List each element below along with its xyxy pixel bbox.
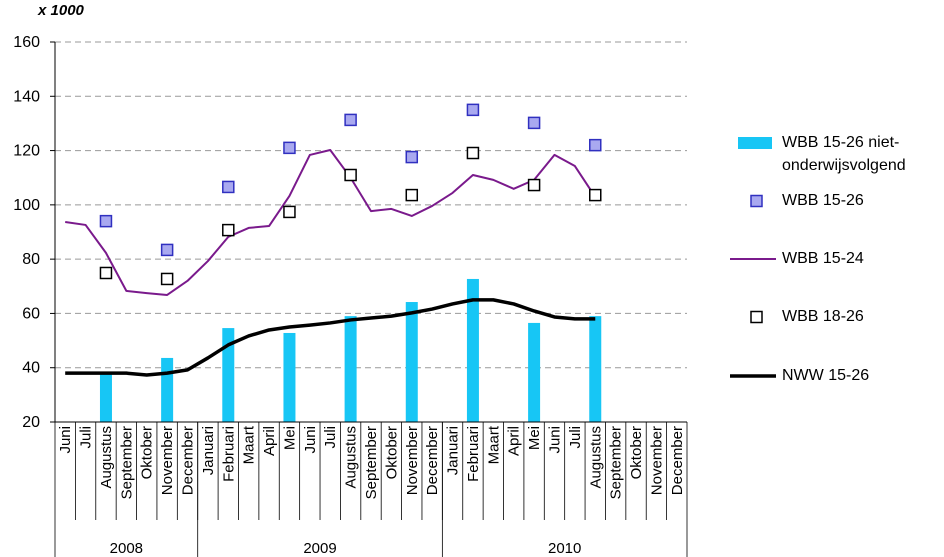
legend-label: WBB 15-26 niet-onderwijsvolgend	[782, 134, 906, 174]
x-group-label: 2009	[303, 540, 336, 557]
marker	[283, 205, 296, 219]
line	[65, 298, 596, 377]
bar	[405, 302, 418, 422]
x-tick-label: Juni	[302, 426, 319, 454]
bar	[589, 316, 602, 422]
y-tick-label: 140	[13, 88, 40, 105]
marker	[527, 178, 541, 192]
x-tick-label: Juli	[567, 426, 584, 449]
x-tick-label: Januari	[445, 426, 462, 475]
legend-swatch	[750, 310, 763, 324]
x-tick-label: November	[404, 426, 421, 495]
marker	[344, 113, 357, 127]
x-tick-label: September	[118, 426, 135, 499]
y-tick-label: 120	[13, 143, 40, 160]
x-tick-label: Augustus	[343, 426, 360, 489]
bar	[466, 278, 479, 422]
marker	[405, 188, 419, 202]
x-tick-label: November	[159, 426, 176, 495]
x-tick-label: September	[363, 426, 380, 499]
marker	[527, 116, 541, 130]
x-tick-label: Mei	[281, 426, 298, 450]
x-tick-label: April	[506, 426, 523, 456]
legend-label: WBB 15-24	[782, 250, 864, 267]
marker	[466, 146, 480, 160]
legend-swatch	[738, 137, 772, 149]
x-tick-label: December	[180, 426, 197, 495]
legend-swatch	[750, 194, 763, 208]
marker	[160, 243, 174, 257]
x-tick-label: September	[608, 426, 625, 499]
marker	[99, 266, 113, 280]
chart-title: x 1000	[37, 2, 85, 19]
x-group-label: 2008	[110, 540, 143, 557]
x-tick-label: Oktober	[628, 426, 645, 479]
legend-label: NWW 15-26	[782, 367, 870, 384]
x-tick-label: Januari	[200, 426, 217, 475]
bar	[161, 357, 174, 422]
x-tick-label: December	[669, 426, 686, 495]
bar	[283, 332, 296, 422]
x-tick-label: Juli	[322, 426, 339, 449]
x-tick-label: Februari	[465, 426, 482, 482]
x-tick-label: Augustus	[587, 426, 604, 489]
bar	[222, 328, 235, 422]
legend-label: WBB 18-26	[782, 308, 864, 325]
bar	[528, 322, 541, 422]
y-tick-label: 160	[13, 34, 40, 51]
marker	[466, 103, 480, 117]
x-tick-label: Mei	[526, 426, 543, 450]
y-tick-label: 60	[22, 305, 40, 322]
marker	[99, 214, 113, 228]
bar	[99, 372, 112, 422]
y-tick-label: 80	[22, 251, 40, 268]
x-tick-label: December	[424, 426, 441, 495]
bar	[344, 316, 357, 422]
marker	[222, 180, 235, 194]
y-tick-label: 40	[22, 360, 40, 377]
marker	[344, 168, 357, 182]
marker	[160, 272, 174, 286]
x-tick-label: Juli	[78, 426, 95, 449]
marker	[283, 141, 296, 155]
y-tick-label: 100	[13, 197, 40, 214]
x-group-label: 2010	[548, 540, 581, 557]
y-tick-label: 20	[22, 414, 40, 431]
marker	[405, 150, 419, 164]
x-tick-label: Juni	[57, 426, 74, 454]
x-tick-label: Augustus	[98, 426, 115, 489]
x-tick-label: Maart	[485, 425, 502, 464]
legend-label: WBB 15-26	[782, 192, 864, 209]
marker	[589, 138, 602, 152]
line	[65, 149, 597, 296]
x-tick-label: November	[648, 426, 665, 495]
x-tick-label: Oktober	[139, 426, 156, 479]
x-tick-label: Oktober	[383, 426, 400, 479]
marker	[589, 188, 602, 202]
marker	[222, 223, 235, 237]
x-tick-label: Maart	[241, 425, 258, 464]
x-tick-label: Februari	[220, 426, 237, 482]
x-tick-label: Juni	[546, 426, 563, 454]
x-tick-label: April	[261, 426, 278, 456]
